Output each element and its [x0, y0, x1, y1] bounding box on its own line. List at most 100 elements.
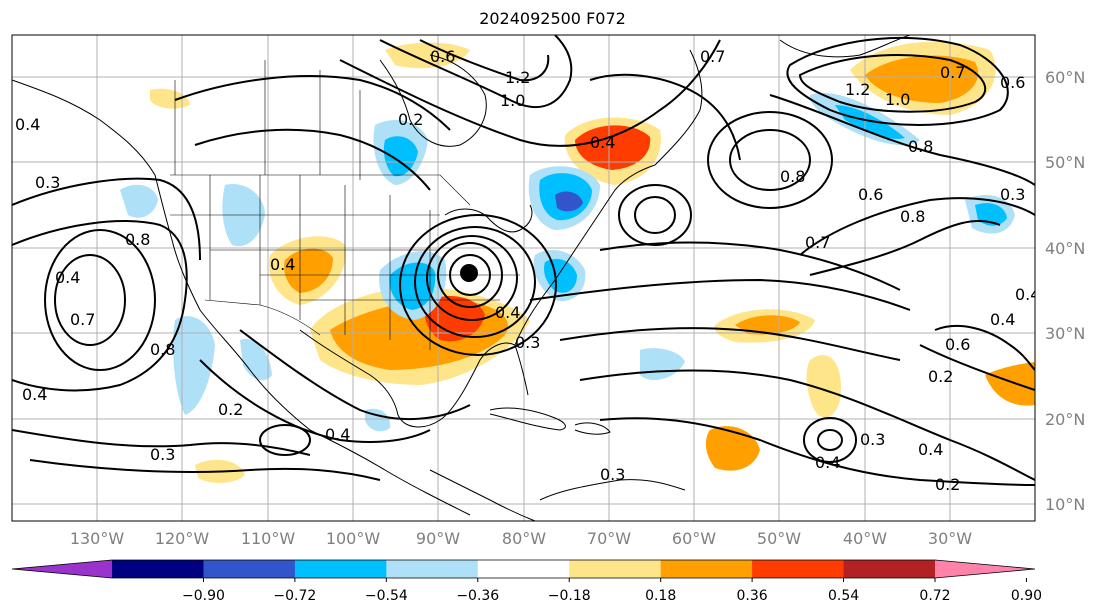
coastline-hudson-bay — [379, 54, 487, 147]
cold-anomaly-newengland-peak — [555, 191, 583, 212]
state-borders — [170, 175, 520, 350]
contour-tropical-south — [599, 417, 1035, 486]
coastline-greatlakes — [444, 204, 533, 233]
longitude-labels: 130°W 120°W 110°W 100°W 90°W 80°W 70°W 6… — [70, 529, 972, 548]
contour-mid-latitude-1 — [559, 327, 901, 361]
lon-label: 40°W — [843, 529, 887, 548]
colorbar-segment — [569, 560, 662, 578]
colorbar-segment — [203, 560, 296, 578]
contour-atlantic-low-2 — [618, 184, 693, 246]
contour-north-ridge-3 — [339, 39, 721, 147]
border-canada-provinces — [174, 60, 361, 180]
coastline-labrador — [654, 49, 703, 166]
contour-atlantic-low-1 — [634, 196, 677, 234]
lon-label: 100°W — [326, 529, 381, 548]
contour-label: 0.4 — [55, 268, 80, 287]
coastline-greenland — [779, 35, 911, 58]
colorbar-tick-label: −0.18 — [548, 588, 591, 604]
colorbar-tick-label: 0.72 — [919, 588, 950, 604]
contour-label: 0.8 — [780, 167, 805, 186]
contour-label: 0.3 — [150, 445, 175, 464]
contour-label: 1.0 — [500, 91, 525, 110]
colorbar-segment — [752, 560, 845, 578]
contour-label: 0.4 — [1015, 285, 1040, 304]
political-borders — [170, 60, 520, 350]
contour-label: 0.4 — [815, 453, 840, 472]
warm-anomaly-labrador-core — [575, 125, 651, 170]
coastline-south-america — [539, 479, 686, 501]
colorbar-tick-label: −0.54 — [365, 588, 408, 604]
contour-low-ring-2 — [437, 242, 504, 308]
contour-north-ridge-1 — [379, 35, 573, 109]
colorbar-tick-label: 0.36 — [737, 588, 768, 604]
contour-tropical-ring-1 — [817, 429, 844, 451]
coastline-hispaniola — [574, 422, 611, 435]
colorbar-segment — [843, 560, 936, 578]
colorbar-tick-label: 0.90 — [1011, 588, 1042, 604]
contour-tropical-ring-2 — [803, 417, 858, 463]
border-us-canada — [170, 174, 471, 206]
contour-label: 0.4 — [15, 115, 40, 134]
storm-center-marker — [460, 264, 478, 282]
contour-label: 0.8 — [125, 230, 150, 249]
colorbar-outline — [11, 559, 1036, 579]
contour-pacific-wave-2 — [12, 177, 201, 261]
contour-mexico-gulf — [239, 329, 471, 420]
contour-label: 0.2 — [935, 475, 960, 494]
lat-label: 60°N — [1045, 68, 1085, 87]
coastline-east-us — [514, 164, 656, 346]
contour-label: 0.6 — [430, 47, 455, 66]
cold-anomaly-baja — [173, 316, 215, 415]
contour-label: 0.3 — [515, 333, 540, 352]
contour-eastcan-1 — [589, 73, 741, 161]
coastline-pacific-nw — [12, 79, 201, 311]
lat-label: 10°N — [1045, 495, 1085, 514]
lon-label: 60°W — [672, 529, 716, 548]
warm-anomaly-plains-core — [284, 248, 333, 293]
contour-west-us-1 — [194, 128, 431, 191]
contour-mid-latitude-2 — [529, 278, 911, 311]
contour-label: 0.2 — [218, 400, 243, 419]
contour-label: 0.6 — [1000, 73, 1025, 92]
warm-anomaly-right-edge — [985, 362, 1035, 406]
contour-label: 0.2 — [928, 367, 953, 386]
contour-low-ring-3 — [426, 235, 519, 321]
contour-label: 0.3 — [35, 173, 60, 192]
contour-label: 1.0 — [885, 90, 910, 109]
colorbar-tick-label: 0.18 — [645, 588, 676, 604]
contour-atlantic-ring-4 — [707, 111, 834, 209]
contour-label: 1.2 — [505, 68, 530, 87]
cold-anomaly-pacific-nw — [120, 184, 158, 218]
colorbar-extend-high — [935, 560, 1035, 578]
contour-pacific-wave-1 — [12, 220, 188, 392]
contour-label: 0.7 — [700, 47, 725, 66]
warm-anomaly-nw — [150, 88, 190, 109]
lon-label: 30°W — [928, 529, 972, 548]
colorbar-tick-label: −0.36 — [456, 588, 499, 604]
contour-label: 0.4 — [270, 255, 295, 274]
contour-east-atlantic-1 — [799, 197, 1035, 256]
colorbar-tick-label: −0.90 — [182, 588, 225, 604]
contour-low-ring-4 — [414, 226, 537, 338]
border-us-mexico — [204, 299, 321, 336]
contour-mexico-ring — [259, 424, 312, 456]
contour-atlantic-ring-3 — [729, 129, 812, 191]
coastline-west-mexico — [199, 309, 471, 516]
contour-pacific-ring-2 — [44, 229, 157, 371]
contour-label: 0.3 — [1000, 185, 1025, 204]
colorbar-tick-label: 0.54 — [828, 588, 859, 604]
warm-anomaly-east-atlantic — [806, 354, 841, 418]
contour-label: 0.8 — [150, 340, 175, 359]
colorbar-segment — [112, 560, 204, 578]
contour-labels: 0.4 0.3 0.4 0.7 0.8 0.4 0.2 0.3 0.4 1.2 … — [15, 47, 1040, 494]
contour-label: 0.3 — [860, 430, 885, 449]
lon-label: 50°W — [757, 529, 801, 548]
contour-label: 1.2 — [845, 80, 870, 99]
cold-anomaly-east-atlantic-core — [975, 203, 1007, 226]
contour-mid-latitude-3 — [599, 241, 901, 291]
warm-anomaly-mid-atlantic-core — [735, 315, 800, 335]
contour-label: 0.4 — [590, 133, 615, 152]
lat-label: 50°N — [1045, 153, 1085, 172]
lat-label: 40°N — [1045, 239, 1085, 258]
contour-tropical-wave — [579, 369, 1035, 481]
